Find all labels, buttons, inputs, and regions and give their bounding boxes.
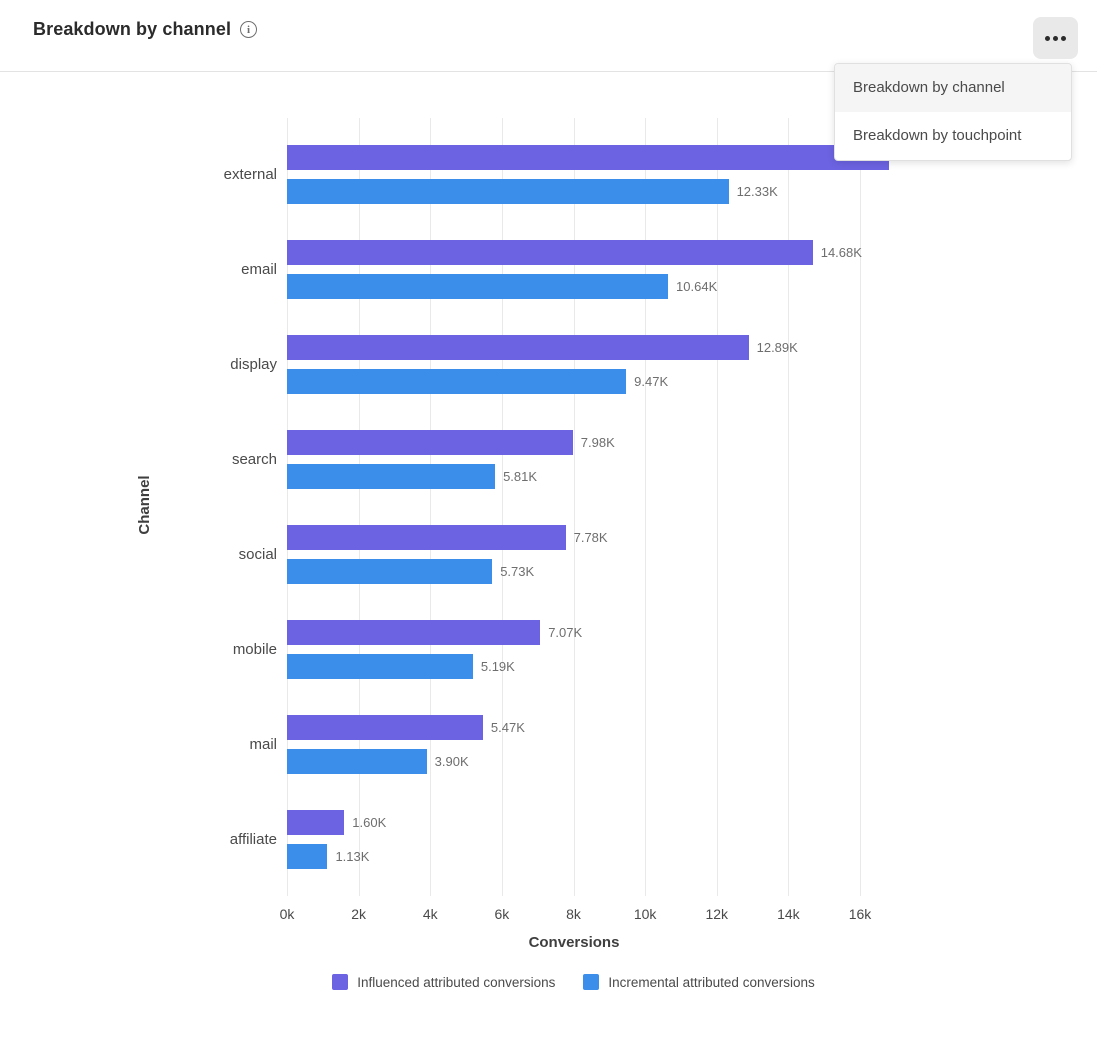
category-label-search: search <box>231 451 277 468</box>
gridline <box>573 118 575 896</box>
bar-incremental-social[interactable] <box>287 559 493 584</box>
menu-item-breakdown-by-touchpoint[interactable]: Breakdown by touchpoint <box>853 127 1022 144</box>
x-tick-label: 12k <box>705 906 729 922</box>
gridline <box>430 118 432 896</box>
chart-legend: Influenced attributed conversions Increm… <box>290 974 857 990</box>
bar-incremental-search[interactable] <box>287 464 496 489</box>
bar-value-label: 1.13K <box>335 849 370 864</box>
bar-incremental-affiliate[interactable] <box>287 844 328 869</box>
x-axis-title: Conversions <box>528 934 620 951</box>
x-tick-label: 14k <box>777 906 800 922</box>
bar-value-label: 1.60K <box>352 815 387 830</box>
bar-value-label: 5.81K <box>503 469 538 484</box>
category-label-email: email <box>241 261 277 278</box>
bar-influenced-mobile[interactable] <box>287 620 541 645</box>
bar-value-label: 5.19K <box>480 659 515 674</box>
gridline <box>788 118 790 896</box>
bar-value-label: 10.64K <box>676 279 718 294</box>
bar-influenced-mail[interactable] <box>287 715 483 740</box>
gridline <box>645 118 647 896</box>
more-options-icon <box>1053 35 1058 41</box>
bar-incremental-display[interactable] <box>287 369 627 394</box>
x-tick-label: 8k <box>566 906 581 922</box>
gridline <box>860 118 861 896</box>
bar-value-label: 5.73K <box>500 564 535 579</box>
panel-header: Breakdown by channel i <box>33 19 258 40</box>
category-label-display: display <box>230 356 277 373</box>
legend-item-influenced[interactable]: Influenced attributed conversions <box>332 974 555 990</box>
gridline <box>716 118 718 896</box>
x-tick-label: 4k <box>422 906 438 922</box>
y-axis-title: Channel <box>136 475 153 535</box>
bar-value-label: 7.07K <box>548 625 583 640</box>
bar-incremental-mail[interactable] <box>287 749 427 774</box>
bar-value-label: 3.90K <box>434 754 469 769</box>
category-label-mobile: mobile <box>232 641 277 658</box>
bar-influenced-search[interactable] <box>287 430 573 455</box>
info-icon[interactable]: i <box>240 21 258 38</box>
bar-incremental-external[interactable] <box>287 179 729 204</box>
header-divider <box>0 71 1097 72</box>
x-tick-label: 10k <box>633 906 657 922</box>
legend-swatch-influenced <box>332 974 349 990</box>
category-label-social: social <box>238 546 277 563</box>
breakdown-menu: Breakdown by channel Breakdown by touchp… <box>834 63 1072 161</box>
bar-influenced-external[interactable] <box>287 145 889 170</box>
bar-value-label: 12.33K <box>736 184 778 199</box>
more-options-button[interactable] <box>1033 17 1078 59</box>
bar-value-label: 7.98K <box>580 435 615 450</box>
bar-value-label: 14.68K <box>820 245 862 260</box>
menu-item-breakdown-by-channel[interactable]: Breakdown by channel <box>835 64 1071 112</box>
category-label-external: external <box>223 166 277 183</box>
more-options-icon <box>1045 35 1050 41</box>
category-label-affiliate: affiliate <box>229 831 277 848</box>
bar-incremental-email[interactable] <box>287 274 669 299</box>
legend-label: Influenced attributed conversions <box>357 974 556 990</box>
bar-value-label: 12.89K <box>756 340 798 355</box>
bar-influenced-display[interactable] <box>287 335 749 360</box>
bar-incremental-mobile[interactable] <box>287 654 473 679</box>
legend-item-incremental[interactable]: Incremental attributed conversions <box>583 974 815 990</box>
bar-value-label: 9.47K <box>634 374 669 389</box>
category-label-mail: mail <box>249 736 277 753</box>
x-tick-label: 0k <box>279 906 295 922</box>
legend-label: Incremental attributed conversions <box>608 974 815 990</box>
gridline <box>287 118 288 896</box>
bar-value-label: 7.78K <box>573 530 608 545</box>
bar-influenced-email[interactable] <box>287 240 813 265</box>
gridline <box>501 118 503 896</box>
bar-influenced-affiliate[interactable] <box>287 810 345 835</box>
bar-value-label: 5.47K <box>490 720 525 735</box>
legend-swatch-incremental <box>583 974 600 990</box>
x-tick-label: 6k <box>494 906 510 922</box>
panel-title: Breakdown by channel <box>33 19 232 39</box>
x-tick-label: 2k <box>351 906 367 922</box>
x-tick-label: 16k <box>848 906 872 922</box>
bar-influenced-social[interactable] <box>287 525 566 550</box>
more-options-icon <box>1061 35 1066 41</box>
gridline <box>358 118 360 896</box>
